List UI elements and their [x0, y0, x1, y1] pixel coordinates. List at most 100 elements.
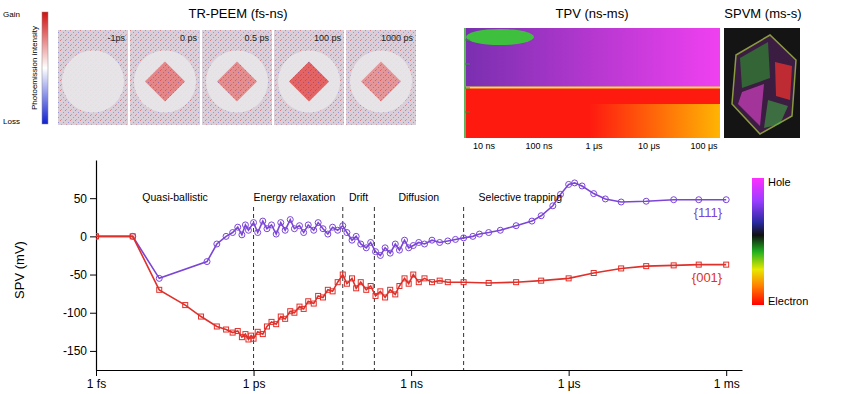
peem-frame: 0.5 ps — [202, 30, 272, 125]
frame-crystal — [217, 62, 257, 102]
data-point — [411, 272, 416, 277]
data-point — [96, 234, 99, 239]
data-point — [255, 230, 261, 236]
x-tick: 1 ps — [243, 370, 266, 391]
data-point — [643, 198, 649, 204]
data-point — [230, 330, 235, 335]
data-point — [297, 223, 303, 229]
data-point — [363, 245, 369, 251]
spvm-facet — [764, 100, 788, 128]
frame-spot — [134, 51, 196, 113]
peem-frame: -1ps — [58, 30, 128, 125]
data-point — [223, 233, 229, 239]
data-point — [618, 199, 624, 205]
data-point — [539, 278, 544, 283]
y-tick-mark — [90, 313, 96, 314]
data-point — [273, 231, 279, 237]
data-point — [157, 287, 162, 292]
x-tick: 1 fs — [87, 370, 106, 391]
phase-label: Energy relaxation — [254, 191, 336, 203]
data-point — [255, 329, 260, 334]
tpv-green-region — [466, 29, 534, 45]
frame-label: -1ps — [107, 33, 125, 43]
data-point — [316, 293, 321, 298]
data-point — [591, 271, 596, 276]
data-point — [402, 276, 407, 281]
data-point — [335, 227, 341, 233]
data-point — [260, 218, 266, 224]
frame-speckle — [346, 30, 416, 125]
data-point — [251, 220, 257, 226]
phase-label: Diffusion — [398, 191, 439, 203]
data-point — [724, 262, 729, 267]
y-tick-label: -100 — [63, 306, 87, 320]
peem-frame: 100 ps — [274, 30, 344, 125]
colorbar-bottom-label: Loss — [3, 117, 20, 126]
series-line — [96, 183, 726, 278]
data-point — [204, 259, 210, 265]
phase-boundary — [463, 207, 464, 370]
data-point — [566, 181, 572, 187]
tpv-map: 10 ns100 ns1 μs10 μs100 μs — [465, 28, 720, 151]
data-point — [325, 231, 331, 237]
data-point — [368, 239, 374, 245]
data-point — [486, 230, 492, 236]
colorbar-top-label: Gain — [3, 10, 20, 19]
frame-spot — [278, 51, 340, 113]
data-point — [245, 227, 251, 233]
x-axis-line — [97, 370, 743, 371]
frame-crystal-speckle — [289, 62, 329, 102]
x-tick-label: 1 μs — [558, 377, 581, 391]
y-tick: -150 — [63, 344, 96, 358]
spvm-background — [724, 28, 800, 138]
y-tick-mark — [90, 275, 96, 276]
tpv-axis-tick — [465, 64, 470, 65]
data-point — [224, 327, 229, 332]
data-point — [566, 276, 571, 281]
x-tick-mark — [96, 370, 97, 376]
data-point — [538, 213, 544, 219]
data-point — [251, 336, 256, 341]
phase-boundary — [374, 207, 375, 370]
frame-crystal — [361, 62, 401, 102]
data-point — [330, 289, 335, 294]
x-tick-label: 1 ps — [243, 377, 266, 391]
data-point — [383, 295, 388, 300]
y-axis-line — [96, 161, 97, 371]
tpv-tick-label: 100 μs — [690, 141, 718, 151]
peem-frame: 0 ps — [130, 30, 200, 125]
y-tick-label: -50 — [70, 268, 88, 282]
x-tick-label: 1 fs — [87, 377, 106, 391]
panel-title: SPVM (ms-s) — [724, 6, 801, 21]
tpv-boundary — [466, 87, 720, 89]
data-point — [315, 220, 321, 226]
tpv-axis-tick — [465, 40, 470, 41]
frame-spot — [62, 51, 124, 113]
data-point — [513, 223, 519, 229]
tpv-axis — [464, 28, 466, 138]
frame-background — [58, 30, 128, 125]
y-tick: -50 — [70, 268, 96, 282]
data-point — [602, 196, 608, 202]
data-point — [723, 197, 729, 203]
tpv-axis-tick — [465, 88, 470, 89]
x-tick: 1 ms — [714, 370, 740, 391]
data-point — [619, 266, 624, 271]
tpv-tick-label: 10 μs — [638, 141, 661, 151]
data-point — [437, 278, 442, 283]
data-point — [344, 230, 350, 236]
data-point — [514, 280, 519, 285]
phase-label: Quasi-ballistic — [142, 191, 207, 203]
data-point — [283, 316, 288, 321]
data-point — [422, 276, 427, 281]
frame-background — [202, 30, 272, 125]
data-point — [358, 241, 364, 247]
series-label: {111} — [694, 205, 723, 220]
data-point — [156, 275, 162, 281]
data-point — [311, 227, 317, 233]
data-point — [416, 239, 422, 245]
phase-boundary — [342, 207, 343, 370]
frame-background — [130, 30, 200, 125]
data-point — [550, 203, 556, 209]
frame-crystal — [145, 62, 185, 102]
